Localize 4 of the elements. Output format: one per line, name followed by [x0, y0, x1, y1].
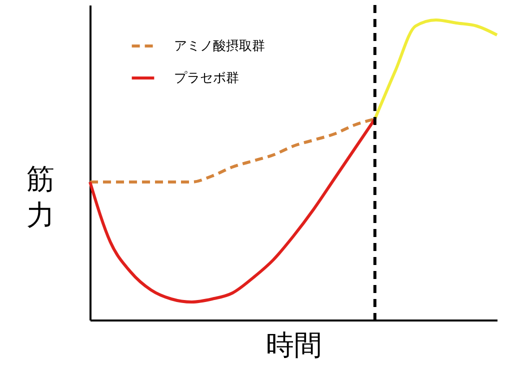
legend-label: プラセボ群 [174, 71, 239, 86]
x-axis-title: 時間 [266, 328, 322, 362]
legend-label: アミノ酸摂取群 [174, 39, 265, 54]
y-axis-title: 筋力 [26, 162, 54, 232]
